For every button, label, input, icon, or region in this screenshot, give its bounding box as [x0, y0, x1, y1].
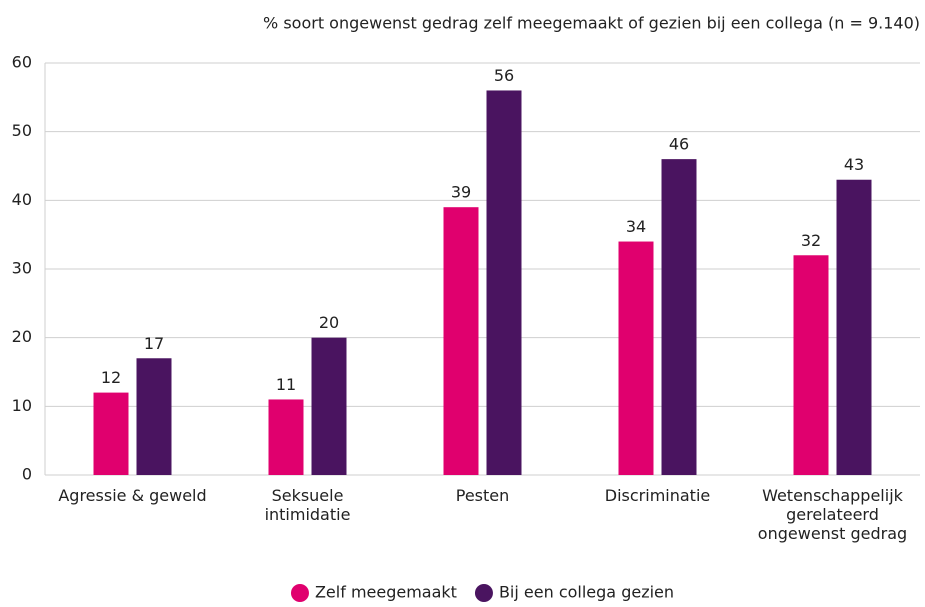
value-label: 46 [669, 135, 689, 154]
value-label: 43 [844, 155, 864, 174]
bar [836, 179, 872, 475]
value-label: 39 [451, 183, 471, 202]
bar [311, 337, 347, 475]
value-label: 56 [494, 66, 514, 85]
legend-swatch [290, 584, 309, 602]
y-tick-label: 60 [12, 53, 32, 72]
legend-item: Bij een collega gezien [474, 583, 674, 602]
y-tick-label: 50 [12, 121, 32, 140]
legend-item: Zelf meegemaakt [290, 583, 457, 602]
x-tick-label: Wetenschappelijk gerelateerd ongewenst ged… [758, 486, 907, 543]
bar [661, 159, 697, 475]
legend-swatch [474, 584, 493, 602]
y-tick-label: 20 [12, 327, 32, 346]
x-tick-label: Agressie & geweld [58, 486, 206, 505]
legend-label: Bij een collega gezien [499, 583, 674, 602]
x-tick-label: Discriminatie [605, 486, 710, 505]
legend-label: Zelf meegemaakt [315, 583, 457, 602]
value-label: 34 [626, 217, 646, 236]
bar [618, 241, 654, 475]
value-label: 12 [101, 368, 121, 387]
y-tick-label: 40 [12, 190, 32, 209]
y-tick-label: 30 [12, 259, 32, 278]
bar [443, 207, 479, 475]
value-label: 11 [276, 375, 296, 394]
value-label: 32 [801, 231, 821, 250]
chart-title: % soort ongewenst gedrag zelf meegemaakt… [263, 14, 920, 33]
y-tick-label: 10 [12, 396, 32, 415]
y-tick-label: 0 [22, 465, 32, 484]
value-label: 17 [144, 334, 164, 353]
x-tick-label: Seksuele intimidatie [265, 486, 351, 524]
x-tick-label: Pesten [456, 486, 510, 505]
bar [268, 399, 304, 475]
bar [136, 358, 172, 475]
value-label: 20 [319, 313, 339, 332]
bar [93, 392, 129, 475]
bar [793, 255, 829, 475]
bar [486, 90, 522, 475]
